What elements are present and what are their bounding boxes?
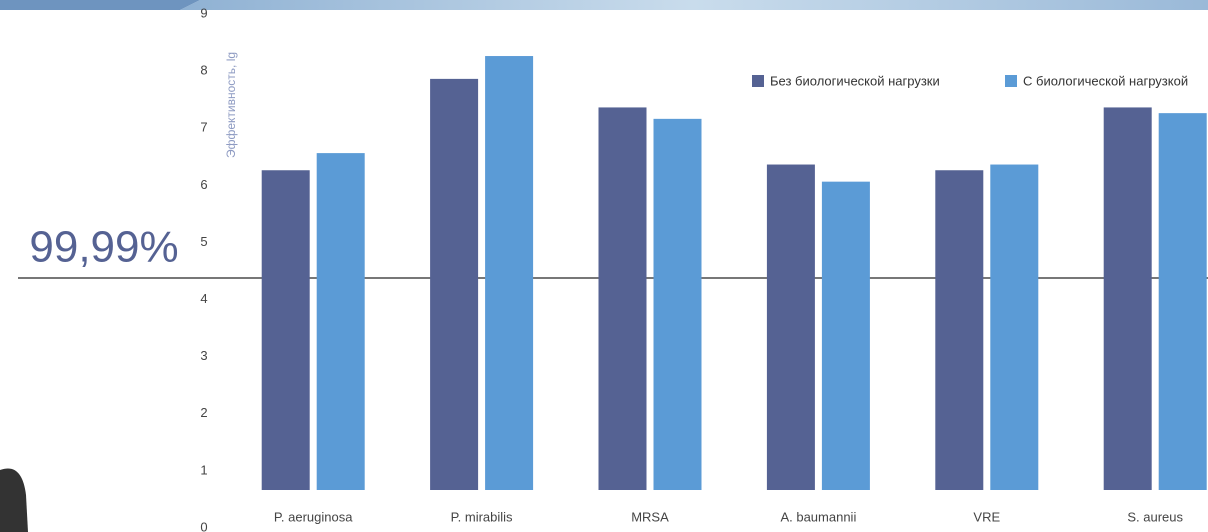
y-tick-label: 2 [200,405,207,420]
y-tick-label: 3 [200,348,207,363]
top-band [180,0,1208,10]
legend-swatch [1005,75,1017,87]
bar [821,181,870,490]
bar [430,78,479,490]
x-tick-label: S. aureus [1127,509,1183,524]
bar [935,170,984,491]
bar [653,118,702,490]
bar [316,153,365,491]
y-tick-label: 9 [200,6,207,21]
bar [990,164,1039,490]
x-tick-label: VRE [973,509,1000,524]
y-tick-label: 0 [200,519,207,532]
corner-decoration [0,468,28,532]
x-tick-label: MRSA [631,509,669,524]
bar [1103,107,1152,491]
bar [1158,113,1207,490]
y-tick-label: 7 [200,120,207,135]
legend-swatch [752,75,764,87]
legend-label: С биологической нагрузкой [1023,73,1188,88]
y-tick-label: 5 [200,234,207,249]
bar [598,107,647,491]
x-tick-label: P. mirabilis [451,509,513,524]
x-tick-label: P. aeruginosa [274,509,353,524]
y-axis-label: Эффективность, lg [224,52,238,158]
bar [261,170,310,491]
y-tick-label: 8 [200,63,207,78]
y-tick-label: 4 [200,291,207,306]
x-tick-label: A. baumannii [780,509,856,524]
legend-label: Без биологической нагрузки [770,73,940,88]
bar [766,164,815,490]
y-tick-label: 6 [200,177,207,192]
bar [485,56,534,490]
top-decoration [0,0,200,10]
y-tick-label: 1 [200,462,207,477]
threshold-label: 99,99% [29,223,178,272]
